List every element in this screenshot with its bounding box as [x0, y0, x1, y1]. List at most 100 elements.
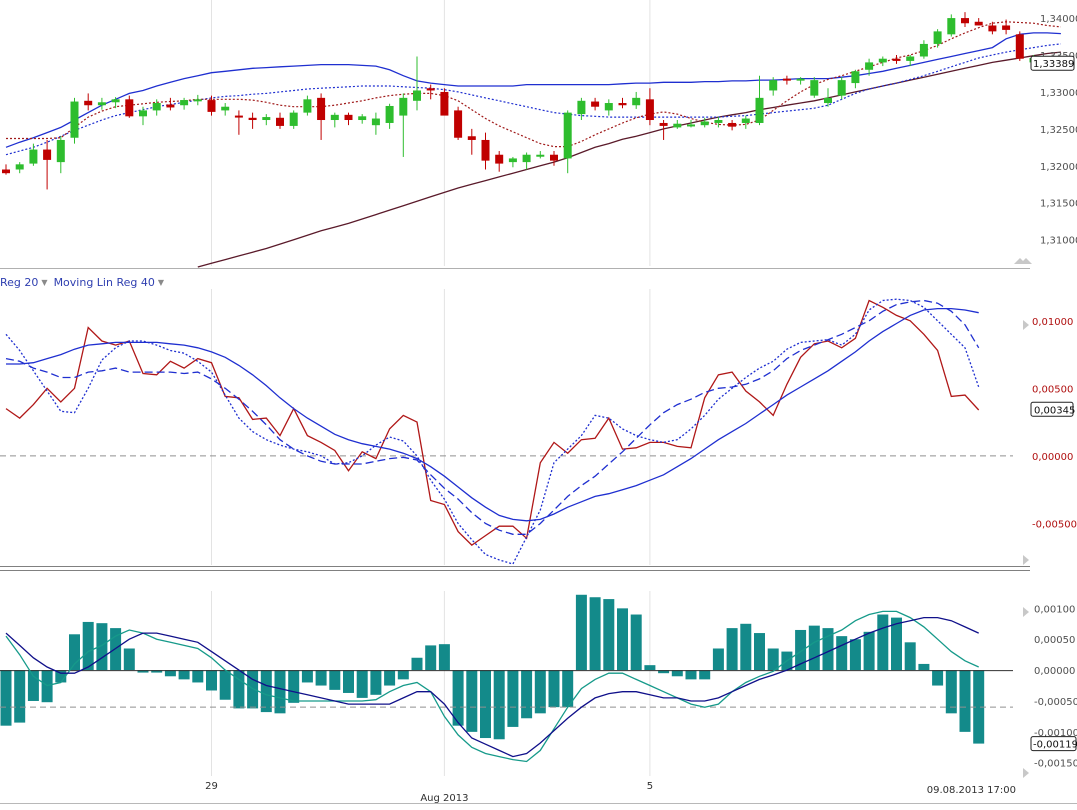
histogram-bar — [754, 633, 765, 671]
histogram-bar — [863, 631, 875, 671]
candle-down — [248, 117, 257, 121]
candle-up — [878, 58, 887, 63]
time-axis-tick-label: 5 — [647, 781, 653, 792]
last-regression-box — [1030, 401, 1074, 417]
candle-up — [522, 154, 531, 163]
histogram-panel[interactable]: 0,001000,000500,00000-0,00050-0,00100-0,… — [0, 594, 1077, 770]
histogram-tick-label: -0,00100 — [1034, 728, 1077, 739]
histogram-bar — [343, 670, 354, 693]
regression-axis: 0,01000 0,00500 0,00000 -0,00500 0,00345 — [1030, 317, 1077, 530]
histogram-bar — [411, 657, 423, 671]
histogram-bar — [329, 670, 341, 690]
legend-item-reg-20[interactable]: Reg 20 ▼ — [0, 276, 48, 289]
histogram-bar — [891, 617, 902, 671]
candle-up — [632, 97, 641, 106]
candle-down — [43, 149, 52, 160]
histogram-bar — [822, 628, 834, 671]
candle-down — [1002, 25, 1011, 30]
histogram-bar — [644, 665, 656, 671]
panel-scroll-arrows[interactable] — [1014, 258, 1032, 778]
chevron-down-icon[interactable]: ▼ — [41, 278, 48, 287]
histogram-bar — [425, 645, 437, 671]
histogram-bar — [808, 625, 820, 671]
candle-up — [358, 116, 367, 121]
candle-up — [111, 99, 120, 103]
vertical-gridlines — [211, 0, 651, 776]
candle-down — [166, 104, 175, 108]
histogram-bar — [658, 670, 670, 674]
histogram-axis: 0,001000,000500,00000-0,00050-0,00100-0,… — [1030, 604, 1077, 770]
legend-label: Moving Lin Reg 40 — [53, 276, 155, 289]
price-tick-label: 1,33000 — [1040, 88, 1077, 99]
price-tick-label: 1,31500 — [1040, 199, 1077, 210]
histogram-bar — [836, 636, 848, 671]
candle-up — [687, 124, 695, 127]
histogram-bar — [151, 670, 163, 673]
candle-down — [892, 58, 901, 61]
candle-up — [837, 80, 846, 96]
candle-down — [961, 18, 969, 24]
candle-up — [714, 120, 723, 123]
time-axis-tick-label: Aug 2013 — [420, 793, 468, 804]
candle-up — [810, 80, 819, 96]
legend-item-moving-lin-reg-40[interactable]: Moving Lin Reg 40 ▼ — [54, 276, 164, 289]
regression-tick-label: 0,01000 — [1032, 317, 1073, 328]
histogram-bar — [575, 594, 587, 671]
candle-up — [604, 103, 613, 111]
candle-down — [125, 99, 134, 117]
candle-down — [440, 91, 449, 116]
histogram-signal-line — [5, 616, 979, 758]
candle-up — [15, 164, 24, 170]
regression-series-line — [5, 299, 980, 535]
candle-up — [700, 121, 709, 126]
histogram-bar — [0, 670, 12, 726]
histogram-bars — [0, 594, 1013, 744]
candle-up — [385, 105, 394, 123]
regression-tick-label: -0,00500 — [1032, 519, 1077, 530]
histogram-tick-label: 0,00000 — [1034, 666, 1075, 677]
candle-up — [906, 56, 915, 61]
candle-down — [467, 136, 476, 140]
histogram-bar — [96, 623, 108, 671]
histogram-bar — [548, 670, 560, 708]
histogram-bar — [726, 628, 738, 671]
candle-up — [289, 112, 298, 126]
histogram-bar — [521, 670, 533, 719]
histogram-bar — [685, 670, 697, 680]
candle-up — [303, 99, 312, 113]
histogram-bar — [877, 614, 889, 671]
long-moving-average-line — [197, 51, 1061, 268]
last-price-box — [1030, 55, 1075, 71]
candle-up — [29, 149, 38, 164]
histogram-bar — [603, 599, 615, 671]
candle-down — [317, 97, 326, 121]
candle-down — [495, 154, 504, 164]
price-tick-label: 1,32500 — [1040, 125, 1077, 136]
candle-up — [330, 114, 339, 121]
histogram-bar — [918, 663, 930, 671]
histogram-bar — [69, 634, 80, 671]
chevron-down-icon[interactable]: ▼ — [157, 278, 165, 287]
candle-up — [508, 158, 517, 163]
candle-down — [1015, 34, 1024, 59]
candle-up — [536, 154, 545, 157]
histogram-bar — [274, 670, 286, 714]
last-histogram-box — [1030, 736, 1077, 752]
regression-panel[interactable]: 0,01000 0,00500 0,00000 -0,00500 0,00345 — [0, 298, 1077, 565]
candle-down — [988, 25, 997, 32]
candle-up — [262, 117, 271, 121]
regression-tick-label: 0,00000 — [1032, 452, 1073, 463]
candle-up — [70, 101, 79, 138]
histogram-bar — [192, 670, 204, 683]
price-panel[interactable]: 1,340001,335001,330001,325001,320001,315… — [2, 12, 1077, 268]
candle-down — [974, 21, 983, 26]
candle-down — [645, 99, 654, 121]
candle-down — [591, 101, 600, 107]
histogram-signal-lines — [5, 610, 979, 763]
histogram-bar — [370, 670, 382, 695]
candle-up — [769, 80, 778, 91]
candle-down — [618, 103, 627, 106]
histogram-bar — [315, 670, 327, 686]
regression-series-line — [5, 298, 980, 565]
